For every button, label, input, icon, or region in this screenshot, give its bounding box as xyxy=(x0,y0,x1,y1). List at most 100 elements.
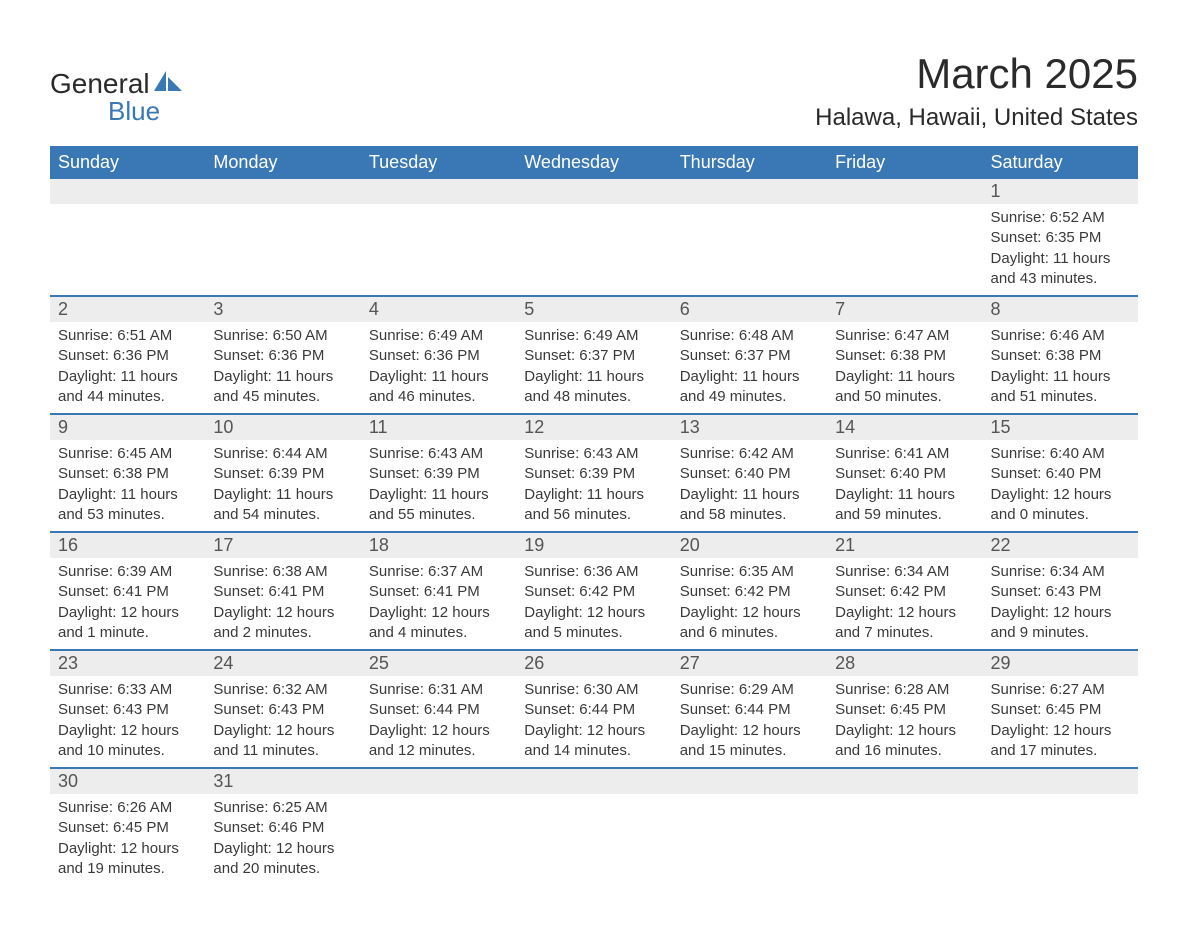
day-number: 19 xyxy=(516,533,671,558)
day-number: 23 xyxy=(50,651,205,676)
day-number: 8 xyxy=(983,297,1138,322)
day-details: Sunrise: 6:29 AMSunset: 6:44 PMDaylight:… xyxy=(672,676,827,767)
day-cell: Sunrise: 6:27 AMSunset: 6:45 PMDaylight:… xyxy=(983,676,1138,767)
calendar-week: 16171819202122Sunrise: 6:39 AMSunset: 6:… xyxy=(50,533,1138,651)
day-number: 29 xyxy=(983,651,1138,676)
day-details: Sunrise: 6:49 AMSunset: 6:36 PMDaylight:… xyxy=(361,322,516,413)
day-details: Sunrise: 6:46 AMSunset: 6:38 PMDaylight:… xyxy=(983,322,1138,413)
day-cell xyxy=(827,204,982,295)
day-cell: Sunrise: 6:35 AMSunset: 6:42 PMDaylight:… xyxy=(672,558,827,649)
day-number: 21 xyxy=(827,533,982,558)
day-number: 31 xyxy=(205,769,360,794)
day-details: Sunrise: 6:34 AMSunset: 6:43 PMDaylight:… xyxy=(983,558,1138,649)
day-details: Sunrise: 6:32 AMSunset: 6:43 PMDaylight:… xyxy=(205,676,360,767)
day-cell: Sunrise: 6:45 AMSunset: 6:38 PMDaylight:… xyxy=(50,440,205,531)
day-cell: Sunrise: 6:29 AMSunset: 6:44 PMDaylight:… xyxy=(672,676,827,767)
day-cell: Sunrise: 6:42 AMSunset: 6:40 PMDaylight:… xyxy=(672,440,827,531)
day-details: Sunrise: 6:27 AMSunset: 6:45 PMDaylight:… xyxy=(983,676,1138,767)
day-details: Sunrise: 6:39 AMSunset: 6:41 PMDaylight:… xyxy=(50,558,205,649)
day-cell: Sunrise: 6:50 AMSunset: 6:36 PMDaylight:… xyxy=(205,322,360,413)
daytext-row: Sunrise: 6:51 AMSunset: 6:36 PMDaylight:… xyxy=(50,322,1138,413)
page-subtitle: Halawa, Hawaii, United States xyxy=(815,104,1138,132)
day-number: 13 xyxy=(672,415,827,440)
day-details: Sunrise: 6:37 AMSunset: 6:41 PMDaylight:… xyxy=(361,558,516,649)
day-number: 7 xyxy=(827,297,982,322)
day-details: Sunrise: 6:47 AMSunset: 6:38 PMDaylight:… xyxy=(827,322,982,413)
day-cell xyxy=(827,794,982,885)
weekday-header-row: SundayMondayTuesdayWednesdayThursdayFrid… xyxy=(50,146,1138,179)
weekday-header: Wednesday xyxy=(516,146,671,179)
day-number: 10 xyxy=(205,415,360,440)
day-number xyxy=(672,179,827,204)
day-cell: Sunrise: 6:36 AMSunset: 6:42 PMDaylight:… xyxy=(516,558,671,649)
day-details: Sunrise: 6:49 AMSunset: 6:37 PMDaylight:… xyxy=(516,322,671,413)
weekday-header: Tuesday xyxy=(361,146,516,179)
day-number xyxy=(672,769,827,794)
day-cell: Sunrise: 6:26 AMSunset: 6:45 PMDaylight:… xyxy=(50,794,205,885)
day-number xyxy=(50,179,205,204)
day-number xyxy=(516,179,671,204)
day-cell xyxy=(983,794,1138,885)
day-number: 11 xyxy=(361,415,516,440)
calendar-week: 9101112131415Sunrise: 6:45 AMSunset: 6:3… xyxy=(50,415,1138,533)
day-number: 4 xyxy=(361,297,516,322)
calendar-body: 1Sunrise: 6:52 AMSunset: 6:35 PMDaylight… xyxy=(50,179,1138,885)
daynum-row: 16171819202122 xyxy=(50,533,1138,558)
day-number: 30 xyxy=(50,769,205,794)
day-number xyxy=(361,179,516,204)
day-cell: Sunrise: 6:48 AMSunset: 6:37 PMDaylight:… xyxy=(672,322,827,413)
day-cell xyxy=(361,794,516,885)
daynum-row: 3031 xyxy=(50,769,1138,794)
day-cell: Sunrise: 6:39 AMSunset: 6:41 PMDaylight:… xyxy=(50,558,205,649)
day-details: Sunrise: 6:33 AMSunset: 6:43 PMDaylight:… xyxy=(50,676,205,767)
day-number: 2 xyxy=(50,297,205,322)
day-cell: Sunrise: 6:41 AMSunset: 6:40 PMDaylight:… xyxy=(827,440,982,531)
day-cell xyxy=(672,794,827,885)
day-details: Sunrise: 6:43 AMSunset: 6:39 PMDaylight:… xyxy=(516,440,671,531)
day-details: Sunrise: 6:35 AMSunset: 6:42 PMDaylight:… xyxy=(672,558,827,649)
calendar-week: 23242526272829Sunrise: 6:33 AMSunset: 6:… xyxy=(50,651,1138,769)
day-details: Sunrise: 6:28 AMSunset: 6:45 PMDaylight:… xyxy=(827,676,982,767)
calendar-week: 2345678Sunrise: 6:51 AMSunset: 6:36 PMDa… xyxy=(50,297,1138,415)
daynum-row: 23242526272829 xyxy=(50,651,1138,676)
day-number: 12 xyxy=(516,415,671,440)
day-details: Sunrise: 6:30 AMSunset: 6:44 PMDaylight:… xyxy=(516,676,671,767)
daytext-row: Sunrise: 6:52 AMSunset: 6:35 PMDaylight:… xyxy=(50,204,1138,295)
header: General Blue March 2025 Halawa, Hawaii, … xyxy=(50,50,1138,132)
calendar: SundayMondayTuesdayWednesdayThursdayFrid… xyxy=(50,146,1138,885)
title-block: March 2025 Halawa, Hawaii, United States xyxy=(815,50,1138,132)
day-details: Sunrise: 6:48 AMSunset: 6:37 PMDaylight:… xyxy=(672,322,827,413)
day-cell: Sunrise: 6:43 AMSunset: 6:39 PMDaylight:… xyxy=(361,440,516,531)
day-cell: Sunrise: 6:34 AMSunset: 6:42 PMDaylight:… xyxy=(827,558,982,649)
daynum-row: 2345678 xyxy=(50,297,1138,322)
day-cell: Sunrise: 6:49 AMSunset: 6:37 PMDaylight:… xyxy=(516,322,671,413)
weekday-header: Saturday xyxy=(983,146,1138,179)
day-number: 1 xyxy=(983,179,1138,204)
day-number: 16 xyxy=(50,533,205,558)
day-number xyxy=(361,769,516,794)
day-cell: Sunrise: 6:30 AMSunset: 6:44 PMDaylight:… xyxy=(516,676,671,767)
day-number xyxy=(827,769,982,794)
day-details: Sunrise: 6:38 AMSunset: 6:41 PMDaylight:… xyxy=(205,558,360,649)
daynum-row: 9101112131415 xyxy=(50,415,1138,440)
weekday-header: Sunday xyxy=(50,146,205,179)
day-number xyxy=(205,179,360,204)
day-cell xyxy=(672,204,827,295)
day-cell xyxy=(205,204,360,295)
daynum-row: 1 xyxy=(50,179,1138,204)
day-number: 25 xyxy=(361,651,516,676)
day-cell: Sunrise: 6:44 AMSunset: 6:39 PMDaylight:… xyxy=(205,440,360,531)
day-number: 24 xyxy=(205,651,360,676)
logo: General Blue xyxy=(50,50,182,127)
day-cell: Sunrise: 6:47 AMSunset: 6:38 PMDaylight:… xyxy=(827,322,982,413)
day-cell: Sunrise: 6:43 AMSunset: 6:39 PMDaylight:… xyxy=(516,440,671,531)
weekday-header: Friday xyxy=(827,146,982,179)
day-details: Sunrise: 6:44 AMSunset: 6:39 PMDaylight:… xyxy=(205,440,360,531)
day-details: Sunrise: 6:40 AMSunset: 6:40 PMDaylight:… xyxy=(983,440,1138,531)
daytext-row: Sunrise: 6:39 AMSunset: 6:41 PMDaylight:… xyxy=(50,558,1138,649)
day-number xyxy=(516,769,671,794)
day-cell: Sunrise: 6:40 AMSunset: 6:40 PMDaylight:… xyxy=(983,440,1138,531)
page-title: March 2025 xyxy=(815,50,1138,98)
calendar-week: 3031Sunrise: 6:26 AMSunset: 6:45 PMDayli… xyxy=(50,769,1138,885)
day-number xyxy=(827,179,982,204)
